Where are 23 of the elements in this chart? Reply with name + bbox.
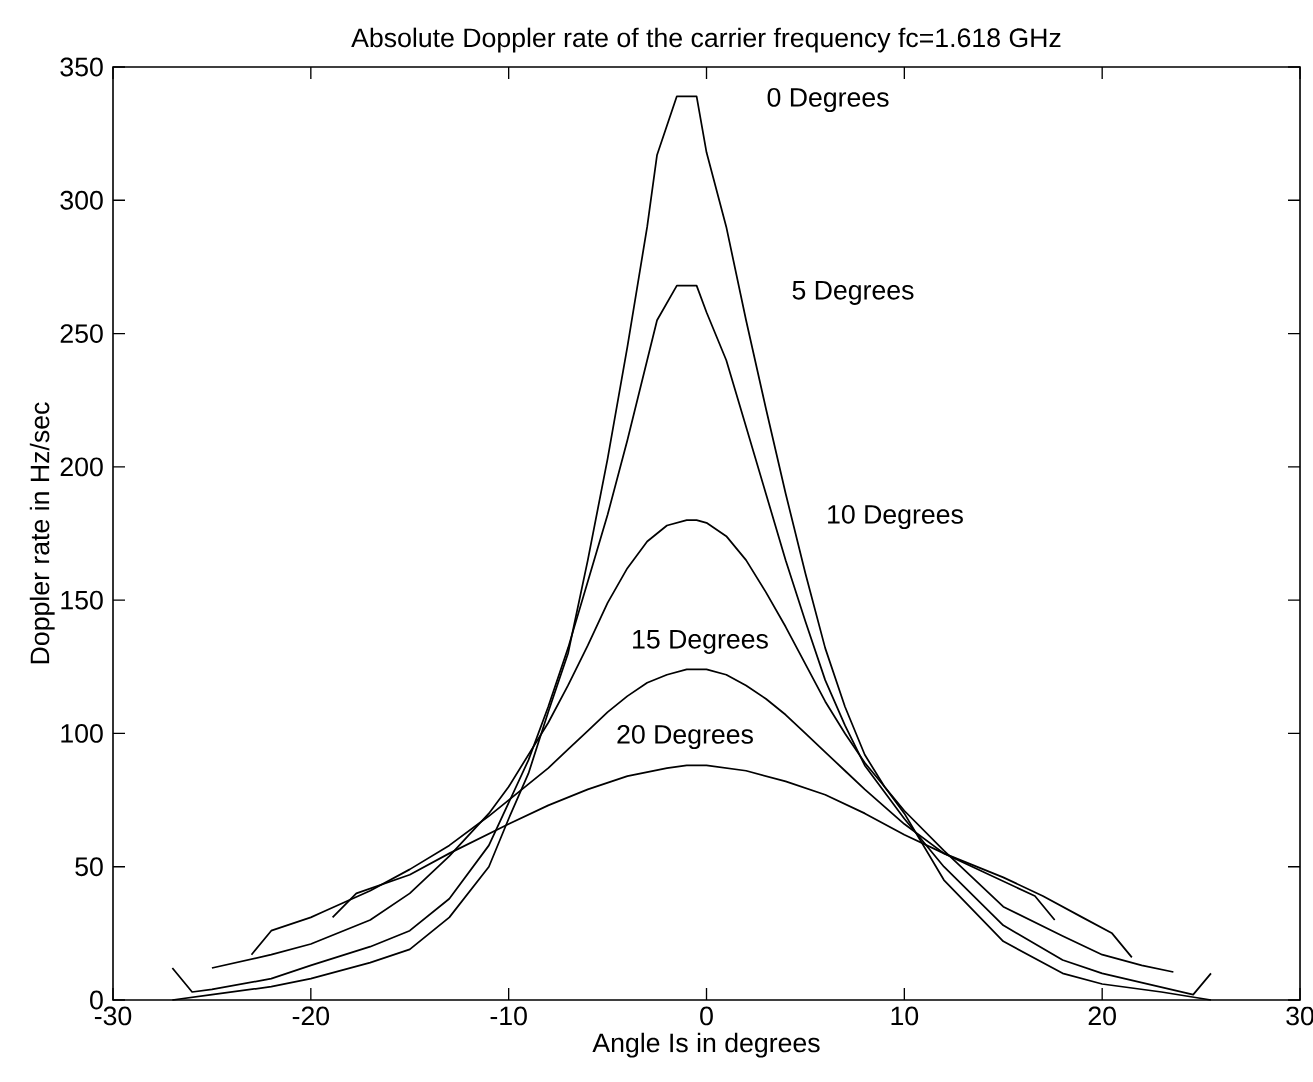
line-series [331, 764, 1056, 921]
x-tick-label: 30 [1286, 1006, 1313, 1026]
x-tick-label: 0 [700, 1006, 713, 1026]
annotation: 20 Degrees [617, 724, 753, 750]
chart-title: Absolute Doppler rate of the carrier frequency fc=1.618 GHz [351, 27, 1061, 53]
y-tick-label: 50 [75, 857, 103, 877]
annotation: 0 Degrees [767, 87, 889, 113]
annotation: 10 Degrees [828, 504, 963, 530]
x-tick-label: 10 [891, 1006, 919, 1026]
x-tick-label: 20 [1088, 1006, 1116, 1026]
x-tick-label: -20 [292, 1006, 330, 1026]
y-tick-label: 200 [60, 457, 103, 477]
x-axis-title: Angle Is in degrees [592, 1032, 820, 1058]
y-tick-label: 300 [60, 190, 103, 210]
x-tick-label: -10 [490, 1006, 527, 1026]
y-tick-label: 100 [61, 724, 103, 743]
line-series [250, 668, 1133, 959]
annotation: 5 Degrees [792, 281, 914, 305]
y-axis-title: Doppler rate in Hz/sec [29, 402, 55, 664]
y-tick-label: 350 [60, 57, 103, 77]
annotation: 15 Degrees [633, 630, 768, 654]
y-tick-label: 250 [60, 324, 103, 343]
y-tick-label: 150 [61, 590, 103, 610]
